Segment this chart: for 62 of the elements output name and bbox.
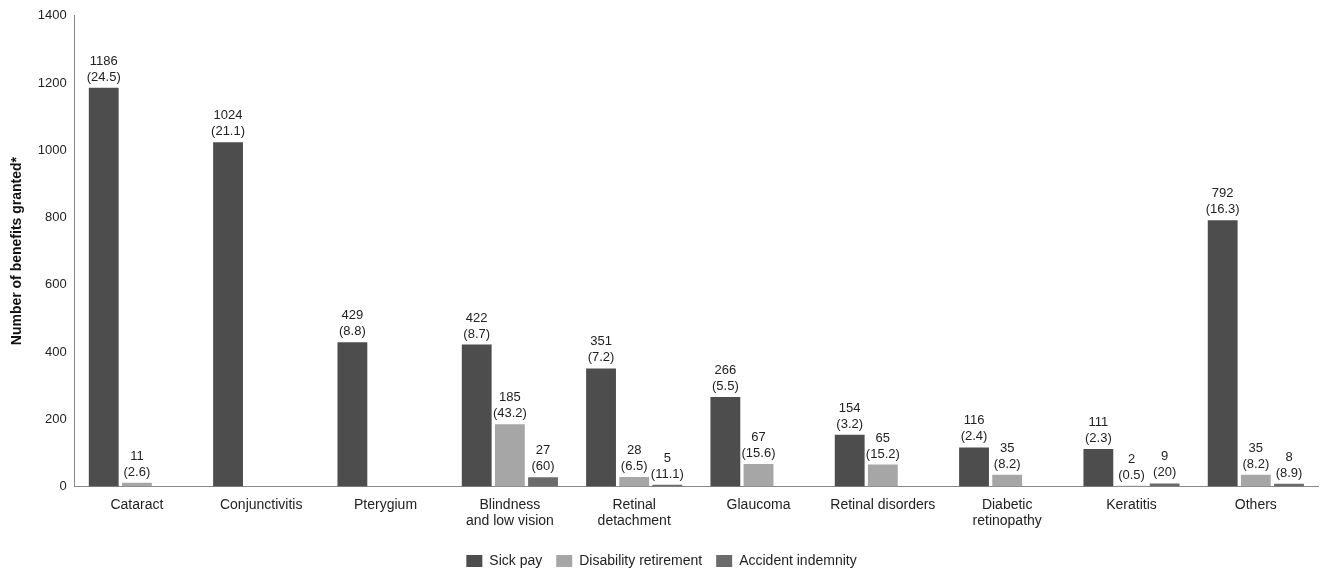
bar bbox=[337, 342, 368, 487]
y-tick-label: 1400 bbox=[37, 7, 67, 23]
data-label: 1186 (24.5) bbox=[86, 52, 121, 84]
data-label: 5 (11.1) bbox=[650, 449, 684, 481]
x-tick-label: Pterygium bbox=[354, 495, 418, 512]
y-tick-label: 1000 bbox=[37, 141, 67, 157]
bar bbox=[959, 447, 989, 487]
bar bbox=[1083, 449, 1114, 487]
bar bbox=[213, 142, 243, 487]
x-tick-label: Retinal detachment bbox=[597, 495, 671, 529]
bar bbox=[528, 477, 558, 487]
bar bbox=[710, 396, 741, 487]
data-label: 116 (2.4) bbox=[960, 412, 988, 444]
bar bbox=[992, 474, 1023, 487]
y-tick-label: 800 bbox=[45, 209, 67, 225]
data-label: 35 (8.2) bbox=[1242, 439, 1270, 471]
legend-label: Sick pay bbox=[489, 551, 543, 568]
legend-label: Accident indemnity bbox=[739, 551, 857, 568]
bar bbox=[867, 464, 898, 487]
y-tick-label: 0 bbox=[59, 477, 67, 493]
data-label: 1024 (21.1) bbox=[211, 107, 246, 139]
bar bbox=[834, 434, 865, 487]
bar bbox=[586, 368, 616, 487]
data-label: 422 (8.7) bbox=[463, 309, 491, 341]
data-label: 28 (6.5) bbox=[620, 442, 648, 474]
bar bbox=[1207, 220, 1238, 487]
y-tick-label: 1200 bbox=[37, 74, 67, 90]
data-label: 11 (2.6) bbox=[123, 447, 151, 479]
bar bbox=[619, 476, 650, 487]
data-label: 9 (20) bbox=[1153, 448, 1177, 480]
data-label: 266 (5.5) bbox=[712, 362, 739, 394]
data-label: 8 (8.9) bbox=[1275, 448, 1303, 480]
data-label: 429 (8.8) bbox=[339, 307, 366, 339]
x-tick-label: Retinal disorders bbox=[830, 495, 936, 512]
y-tick-label: 400 bbox=[45, 343, 67, 359]
y-tick-label: 600 bbox=[45, 276, 67, 292]
data-label: 154 (3.2) bbox=[836, 399, 864, 431]
data-label: 35 (8.2) bbox=[993, 439, 1021, 471]
x-tick-label: Others bbox=[1234, 495, 1277, 512]
bar bbox=[1240, 474, 1271, 487]
bar bbox=[494, 424, 525, 487]
data-label: 27 (60) bbox=[531, 442, 555, 474]
y-axis-title: Number of benefits granted* bbox=[8, 156, 25, 346]
x-tick-label: Glaucoma bbox=[726, 495, 791, 512]
x-tick-label: Conjunctivitis bbox=[219, 495, 303, 512]
x-tick-label: Blindness and low vision bbox=[465, 495, 554, 529]
data-label: 67 (15.6) bbox=[741, 428, 776, 460]
bar bbox=[743, 463, 774, 487]
bar bbox=[461, 344, 492, 487]
bar bbox=[88, 87, 119, 487]
x-tick-label: Keratitis bbox=[1106, 495, 1157, 512]
data-label: 185 (43.2) bbox=[492, 389, 527, 421]
y-tick-label: 200 bbox=[45, 410, 67, 426]
data-label: 111 (2.3) bbox=[1084, 414, 1112, 446]
x-tick-label: Cataract bbox=[110, 495, 164, 512]
legend-label: Disability retirement bbox=[579, 551, 703, 568]
x-tick-label: Diabetic retinopathy bbox=[972, 495, 1042, 529]
data-label: 351 (7.2) bbox=[587, 333, 615, 365]
data-label: 2 (0.5) bbox=[1118, 450, 1145, 482]
data-label: 65 (15.2) bbox=[865, 429, 900, 461]
data-label: 792 (16.3) bbox=[1205, 185, 1240, 217]
bar bbox=[1149, 483, 1180, 487]
